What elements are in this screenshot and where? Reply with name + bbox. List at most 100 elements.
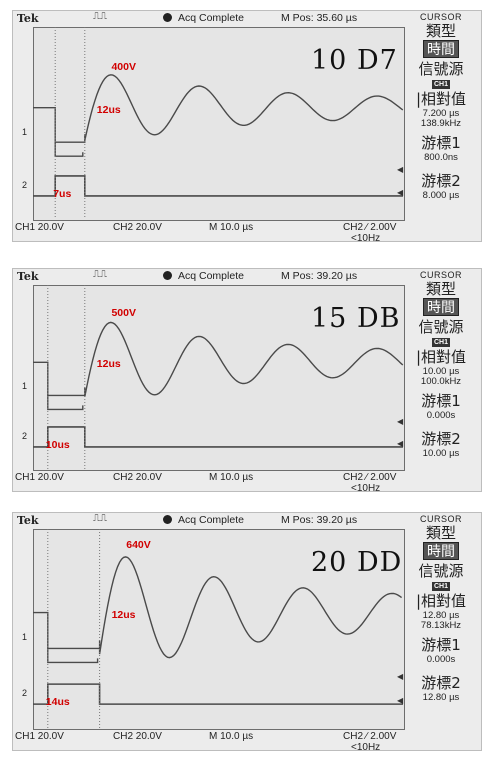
menu-relative-freq: 100.0kHz (420, 376, 462, 387)
ch1-marker: 1 (22, 126, 28, 137)
menu-source-label[interactable]: 信號源 (418, 318, 464, 336)
status-bar: Tek ⎍⎍ Acq Complete M Pos: 39.20 µs (13, 513, 413, 529)
menu-type-label[interactable]: 類型 (425, 524, 456, 542)
menu-source-value[interactable]: CH1 (431, 582, 450, 591)
menu-cursor1-label[interactable]: 游標1 (421, 134, 461, 152)
peak-voltage-annotation: 400V (111, 60, 136, 73)
horizontal-position: M Pos: 39.20 µs (281, 270, 358, 282)
ch1-trace (33, 321, 404, 397)
trigger-frequency: <10Hz (351, 742, 381, 751)
peak-voltage-annotation: 500V (111, 307, 136, 320)
menu-cursor2-label[interactable]: 游標2 (421, 172, 461, 190)
menu-cursor2-label[interactable]: 游標2 (421, 674, 461, 692)
trigger-frequency: <10Hz (351, 483, 381, 492)
trigger-icon: ⎍⎍ (93, 11, 107, 22)
ch1-scale: CH1 20.0V (15, 222, 64, 233)
ch1-step-trace (47, 648, 99, 664)
bottom-readout: CH1 20.0V CH2 20.0V M 10.0 µs CH2 ∕ 2.00… (13, 222, 413, 241)
bottom-readout: CH1 20.0V CH2 20.0V M 10.0 µs CH2 ∕ 2.00… (13, 731, 413, 750)
ch2-scale: CH2 20.0V (113, 472, 162, 483)
trigger-arrow-bottom-icon: ◀ (397, 696, 404, 706)
ch1-marker: 1 (22, 380, 28, 391)
oscilloscope-screen-3: Tek ⎍⎍ Acq Complete M Pos: 39.20 µs 20 D… (12, 512, 482, 751)
menu-cursor1-label[interactable]: 游標1 (421, 636, 461, 654)
ch2-marker: 2 (22, 179, 28, 190)
acquisition-status: Acq Complete (163, 12, 244, 24)
menu-cursor2-label[interactable]: 游標2 (421, 430, 461, 448)
acquisition-status: Acq Complete (163, 270, 244, 282)
menu-relative-label[interactable]: |相對值 (415, 592, 467, 610)
bottom-readout: CH1 20.0V CH2 20.0V M 10.0 µs CH2 ∕ 2.00… (13, 472, 413, 491)
timebase: M 10.0 µs (209, 222, 254, 233)
menu-type-label[interactable]: 類型 (425, 280, 456, 298)
ch1-trace (33, 556, 403, 659)
menu-type-value[interactable]: 時間 (423, 40, 459, 58)
waveform-display (33, 27, 404, 219)
cursor-menu: CURSOR 類型 時間 信號源 CH1 |相對值 10.00 µs 100.0… (405, 269, 481, 491)
menu-cursor1-value: 800.0ns (424, 152, 458, 163)
oscilloscope-screen-1: Tek ⎍⎍ Acq Complete M Pos: 35.60 µs 10 D… (12, 10, 482, 242)
pulse-width-annotation: 14us (45, 696, 70, 709)
menu-cursor2-value: 12.80 µs (422, 692, 460, 703)
period-annotation: 12us (111, 608, 136, 621)
ch2-trace (33, 175, 403, 197)
brand-logo: Tek (17, 270, 39, 283)
menu-relative-time: 10.00 µs (422, 366, 460, 377)
menu-source-value[interactable]: CH1 (431, 338, 450, 347)
panel-title: 10 D7 (311, 45, 398, 76)
menu-cursor2-value: 10.00 µs (422, 448, 460, 459)
trigger-setting: CH2 ∕ 2.00V (343, 731, 397, 742)
ch1-step-trace (54, 142, 84, 157)
acquisition-status: Acq Complete (163, 514, 244, 526)
run-indicator-icon (163, 515, 172, 524)
menu-source-label[interactable]: 信號源 (418, 562, 464, 580)
graticule (33, 529, 405, 730)
trigger-arrow-bottom-icon: ◀ (397, 187, 404, 197)
menu-type-value[interactable]: 時間 (423, 542, 459, 560)
menu-source-value[interactable]: CH1 (431, 80, 450, 89)
peak-voltage-annotation: 640V (126, 538, 151, 551)
menu-relative-label[interactable]: |相對值 (415, 90, 467, 108)
trigger-setting: CH2 ∕ 2.00V (343, 222, 397, 233)
ch1-step-trace (47, 395, 84, 411)
brand-logo: Tek (17, 514, 39, 527)
menu-type-value[interactable]: 時間 (423, 298, 459, 316)
ch2-scale: CH2 20.0V (113, 222, 162, 233)
trigger-frequency: <10Hz (351, 233, 381, 242)
menu-relative-label[interactable]: |相對值 (415, 348, 467, 366)
horizontal-position: M Pos: 35.60 µs (281, 12, 358, 24)
oscilloscope-screen-2: Tek ⎍⎍ Acq Complete M Pos: 39.20 µs 15 D… (12, 268, 482, 492)
ch1-trace (33, 74, 404, 143)
pulse-width-annotation: 10us (45, 438, 70, 451)
trigger-level-arrow-icon: ◀ (397, 165, 404, 175)
run-indicator-icon (163, 271, 172, 280)
trigger-arrow-bottom-icon: ◀ (397, 438, 404, 448)
status-bar: Tek ⎍⎍ Acq Complete M Pos: 35.60 µs (13, 11, 413, 27)
waveform-display (33, 529, 403, 728)
menu-relative-freq: 138.9kHz (420, 118, 462, 129)
ch2-marker: 2 (22, 430, 28, 441)
menu-header: CURSOR (419, 270, 462, 280)
acquisition-status-text: Acq Complete (178, 270, 244, 282)
waveform-display (33, 285, 404, 469)
ch1-scale: CH1 20.0V (15, 731, 64, 742)
ch2-trace (33, 426, 403, 448)
panel-title: 20 DD (311, 547, 403, 578)
horizontal-position: M Pos: 39.20 µs (281, 514, 358, 526)
period-annotation: 12us (96, 103, 121, 116)
trigger-setting: CH2 ∕ 2.00V (343, 472, 397, 483)
acquisition-status-text: Acq Complete (178, 12, 244, 24)
menu-header: CURSOR (419, 12, 462, 22)
pulse-width-annotation: 7us (53, 187, 72, 200)
trigger-level-arrow-icon: ◀ (397, 672, 404, 682)
menu-type-label[interactable]: 類型 (425, 22, 456, 40)
menu-cursor1-value: 0.000s (426, 410, 456, 421)
brand-logo: Tek (17, 12, 39, 25)
run-indicator-icon (163, 13, 172, 22)
period-annotation: 12us (96, 358, 121, 371)
ch2-scale: CH2 20.0V (113, 731, 162, 742)
menu-source-label[interactable]: 信號源 (418, 60, 464, 78)
trigger-level-arrow-icon: ◀ (397, 417, 404, 427)
menu-cursor1-label[interactable]: 游標1 (421, 392, 461, 410)
trigger-icon: ⎍⎍ (93, 513, 107, 524)
